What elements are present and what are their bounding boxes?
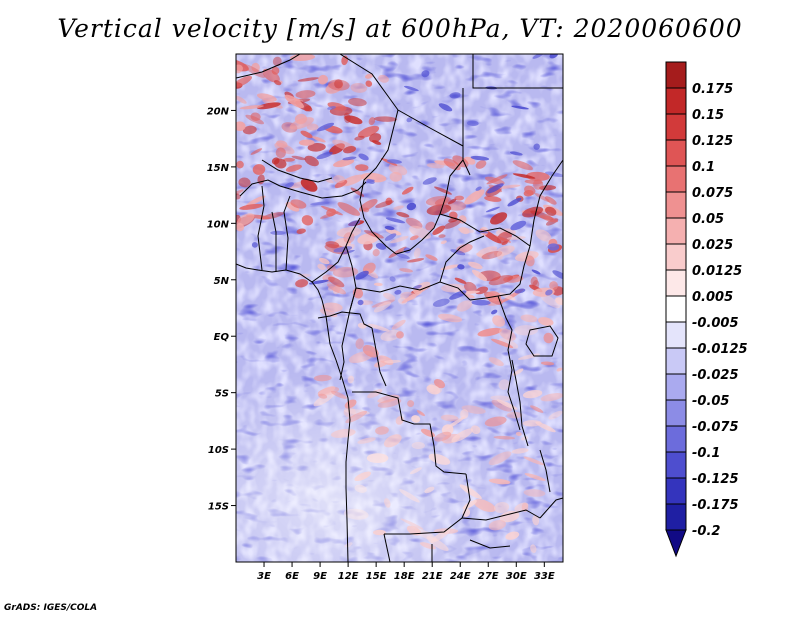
lon-tick-label: 33E [534,571,555,582]
lat-tick-label: 20N [207,106,230,117]
colorbar-label: -0.0125 [692,342,748,357]
border-chad-libya [397,109,464,147]
colorbar-label: -0.175 [692,498,739,513]
lat-tick-label: 10N [207,219,230,230]
lat-tick-label: 10S [208,445,229,456]
border-angola-zambia [384,473,471,535]
colorbar-box [665,373,687,401]
colorbar-box [665,347,687,375]
border-car-sudan [439,235,485,283]
colorbar: 0.175 0.15 0.125 0.1 0.075 0.05 0.025 0.0125 0.0… [665,61,748,558]
lat-tick-label: 15S [208,502,229,513]
lon-tick-label: 15E [366,571,387,582]
colorbar-label: -0.1 [692,446,720,461]
lake-victoria [525,325,559,357]
lon-tick-label: 3E [257,571,271,582]
colorbar-label: -0.075 [692,420,739,435]
border-mozambique [539,497,563,519]
border-mali-niger [261,159,333,183]
border-drc-east [497,295,521,431]
colorbar-box [665,191,687,219]
border-chad-east [395,159,464,255]
colorbar-box [665,217,687,245]
lon-tick-label: 30E [506,571,527,582]
border-south-sudan-east [497,245,531,297]
colorbar-label: -0.125 [692,472,739,487]
lake-tanganyika [511,359,529,447]
colorbar-box [665,503,687,531]
colorbar-lower-arrow [665,529,687,558]
border-drc-angola [352,391,467,475]
lon-tick-label: 21E [422,571,443,582]
lon-tick-label: 9E [313,571,327,582]
colorbar-label: 0.175 [692,82,733,97]
border-congo-drc [371,327,387,387]
border-namibia [383,533,391,562]
border-niger-nigeria [279,181,367,199]
border-drc-north [469,295,499,301]
lat-tick-label: 5N [214,276,230,287]
coastline-west-africa [236,263,351,562]
colorbar-label: 0.025 [692,238,733,253]
border-togo [271,211,277,272]
colorbar-label: -0.05 [692,394,729,409]
colorbar-box [665,139,687,167]
colorbar-box [665,321,687,349]
border-zambia-south [461,509,541,521]
colorbar-box [665,295,687,323]
colorbar-label: 0.05 [692,212,724,227]
map-frame [235,53,564,563]
colorbar-label: 0.125 [692,134,733,149]
colorbar-box [665,113,687,141]
lon-tick-label: 6E [285,571,299,582]
border-drc-west [339,287,357,381]
colorbar-label: 0.005 [692,290,733,305]
colorbar-box [665,243,687,271]
colorbar-box [665,61,687,89]
colorbar-box [665,87,687,115]
colorbar-box [665,165,687,193]
colorbar-box [665,477,687,505]
border-benin [283,195,291,271]
border-niger-libya [339,54,399,111]
grads-credit: GrADS: IGES/COLA [4,603,98,613]
border-sudan-ethiopia [529,159,563,247]
border-algeria-niger [236,54,301,79]
lon-tick-label: 18E [394,571,415,582]
border-zimbabwe [469,539,511,549]
longitude-axis: 3E 6E 9E 12E 15E 18E 21E 24E 27E 30E 33E [257,562,555,582]
lake-malawi [539,449,551,493]
border-ghana-ivory [257,185,265,271]
lat-tick-label: 15N [207,163,230,174]
colorbar-label: -0.005 [692,316,739,331]
lat-tick-label: 5S [215,389,229,400]
border-car-south [355,281,471,301]
colorbar-box [665,269,687,297]
country-borders [236,54,563,562]
latitude-axis: 20N 15N 10N 5N EQ 5S 10S 15S [207,106,236,513]
colorbar-label: -0.025 [692,368,739,383]
border-chad-west [359,109,399,255]
lon-tick-label: 24E [450,571,471,582]
map-title: Vertical velocity [m/s] at 600hPa, VT: 2… [57,14,743,43]
border-sudan-south-sudan [439,213,531,247]
border-libya-egypt [472,54,563,89]
vertical-velocity-field [236,54,563,562]
border-burkina [239,179,281,197]
colorbar-label: 0.0125 [692,264,742,279]
colorbar-box [665,399,687,427]
colorbar-label: -0.2 [692,524,720,539]
border-gabon-congo [317,311,373,329]
lon-tick-label: 12E [338,571,359,582]
lat-tick-label: EQ [214,332,230,343]
lon-tick-label: 27E [478,571,499,582]
colorbar-label: 0.15 [692,108,724,123]
colorbar-box [665,451,687,479]
border-nigeria-cameroon [311,217,361,283]
colorbar-box [665,425,687,453]
colorbar-label: 0.1 [692,160,715,175]
colorbar-label: 0.075 [692,186,733,201]
